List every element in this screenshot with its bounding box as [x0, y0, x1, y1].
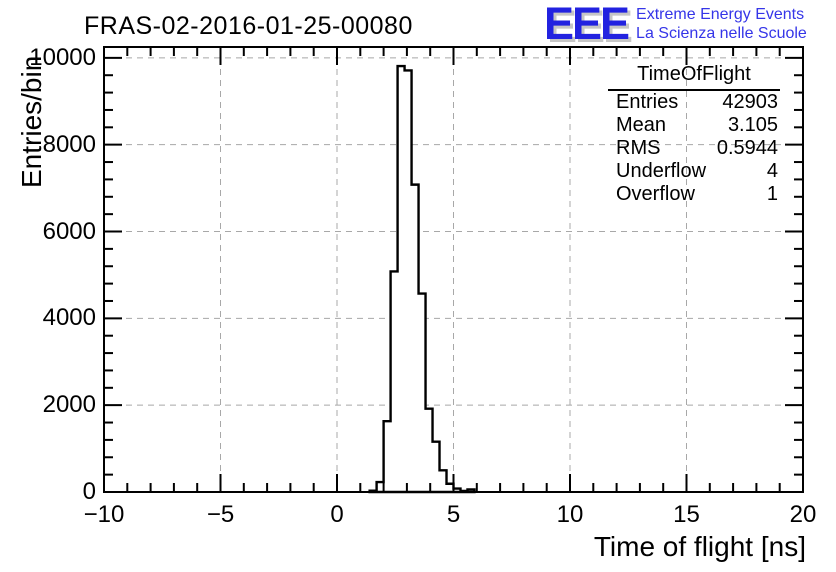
stat-label: RMS — [616, 137, 661, 159]
histogram-outline — [368, 64, 476, 494]
x-tick-label: 0 — [330, 501, 344, 528]
y-tick-label: 4000 — [42, 304, 96, 332]
stat-value: 0.5944 — [716, 137, 778, 159]
stat-value: 3.105 — [727, 114, 778, 136]
stats-box-title: TimeOfFlight — [608, 62, 780, 91]
stats-row-mean: Mean 3.105 — [608, 114, 780, 137]
stat-label: Entries — [616, 91, 679, 113]
stat-value: 1 — [766, 183, 778, 205]
histogram-plot-area — [103, 46, 804, 494]
x-tick-label: −10 — [83, 501, 125, 528]
eee-logo-line1: Extreme Energy Events — [636, 6, 805, 23]
stat-label: Underflow — [616, 160, 707, 182]
y-tick-label: 8000 — [42, 130, 96, 158]
x-tick-label: 20 — [789, 501, 817, 528]
plot-title: FRAS-02-2016-01-25-00080 — [84, 12, 413, 40]
plot-frame — [103, 46, 804, 493]
stats-row-rms: RMS 0.5944 — [608, 137, 780, 160]
eee-logo: EEE Extreme Energy Events La Scienza nel… — [544, 1, 807, 47]
y-tick-label: 10000 — [29, 43, 96, 71]
stat-value: 4 — [766, 160, 778, 182]
stats-row-entries: Entries 42903 — [608, 91, 780, 114]
stats-box: TimeOfFlight Entries 42903 Mean 3.105 RM… — [608, 62, 780, 206]
eee-logo-line2: La Scienza nelle Scuole — [636, 25, 807, 42]
stat-label: Overflow — [616, 183, 695, 205]
x-tick-label: 10 — [556, 501, 584, 528]
y-tick-label: 6000 — [42, 217, 96, 245]
y-tick-label: 2000 — [42, 391, 96, 419]
stat-label: Mean — [616, 114, 667, 136]
x-axis-title: Time of flight [ns] — [593, 531, 806, 562]
y-axis-title: Entries/bin — [16, 55, 47, 188]
x-tick-label: −5 — [206, 501, 235, 528]
stats-row-underflow: Underflow 4 — [608, 160, 780, 183]
eee-logo-text: Extreme Energy Events La Scienza nelle S… — [636, 5, 807, 43]
y-tick-label: 0 — [82, 478, 96, 505]
x-tick-label: 5 — [446, 501, 461, 528]
stats-row-overflow: Overflow 1 — [608, 183, 780, 206]
x-tick-label: 15 — [673, 501, 700, 528]
stat-value: 42903 — [722, 91, 778, 113]
eee-logo-acronym: EEE — [544, 0, 630, 49]
